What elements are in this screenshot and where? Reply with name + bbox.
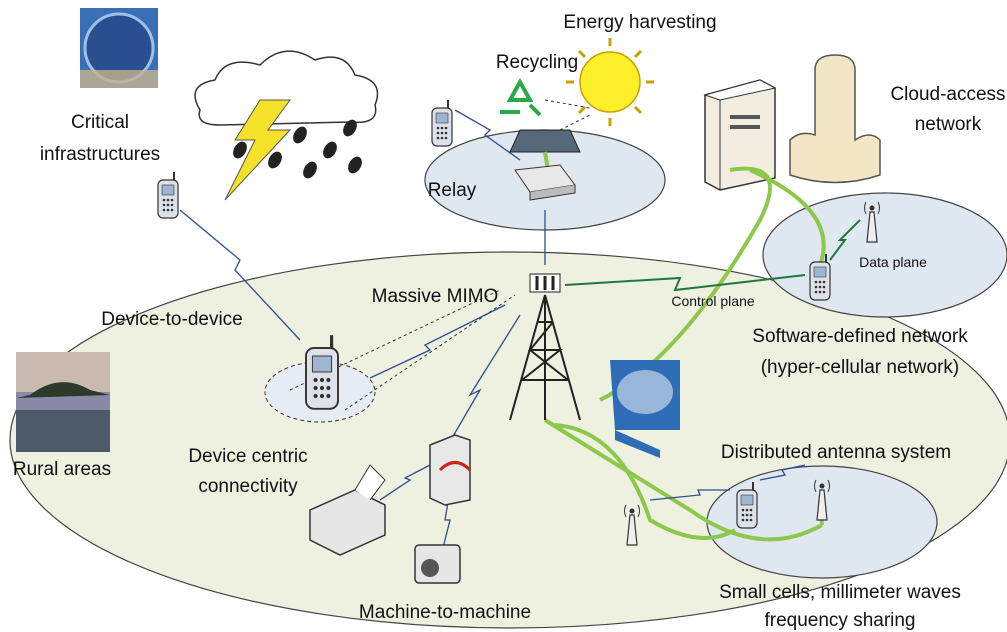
satellite-dish <box>610 360 680 458</box>
label: Energy harvesting <box>563 12 716 33</box>
label: Machine-to-machine <box>359 602 531 623</box>
label: Relay <box>428 180 477 201</box>
label: Data plane <box>859 254 927 270</box>
rural-image <box>16 352 110 452</box>
label: Recycling <box>496 52 578 73</box>
label: connectivity <box>198 476 298 497</box>
phone <box>157 171 179 219</box>
cable <box>543 418 823 542</box>
phone <box>431 99 453 147</box>
cable <box>554 423 736 540</box>
label: Device centric <box>188 446 307 467</box>
cable <box>749 168 826 266</box>
label: network <box>915 114 982 135</box>
relay-box <box>514 164 576 201</box>
label: infrastructures <box>40 144 160 165</box>
critical-infra-image <box>80 8 158 88</box>
label: Control plane <box>671 293 754 309</box>
label: Device-to-device <box>101 309 243 330</box>
label: Rural areas <box>13 459 111 480</box>
printer <box>309 464 386 556</box>
recycling-icon <box>500 77 542 117</box>
label: Massive MIMO <box>372 286 499 307</box>
label: frequency sharing <box>764 610 915 631</box>
server <box>703 79 777 191</box>
label: Software-defined network <box>752 326 968 347</box>
camera <box>414 544 461 584</box>
label: (hyper-cellular network) <box>761 357 960 378</box>
data-center <box>789 54 881 184</box>
label: Critical <box>71 112 129 133</box>
solar-panel <box>509 99 591 153</box>
label: Distributed antenna system <box>721 442 951 463</box>
m2m-server <box>429 434 472 506</box>
label: Small cells, millimeter waves <box>719 582 961 603</box>
storm <box>194 50 379 201</box>
label: Cloud-access <box>890 84 1005 105</box>
tower <box>509 294 581 421</box>
mimo-antenna <box>529 273 561 293</box>
sun <box>566 38 654 126</box>
